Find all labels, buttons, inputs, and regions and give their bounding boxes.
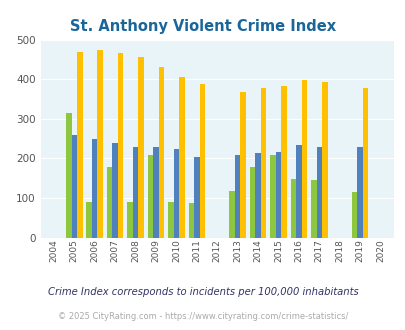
Bar [301, 80, 307, 238]
Bar [229, 191, 234, 238]
Bar [147, 155, 153, 238]
Bar [234, 155, 240, 238]
Bar [66, 113, 71, 238]
Bar [86, 202, 92, 238]
Bar [92, 139, 97, 238]
Bar [270, 155, 275, 238]
Bar [260, 88, 266, 238]
Bar [295, 145, 301, 238]
Bar [71, 135, 77, 238]
Bar [138, 57, 143, 238]
Bar [310, 180, 316, 238]
Bar [249, 167, 255, 238]
Text: © 2025 CityRating.com - https://www.cityrating.com/crime-statistics/: © 2025 CityRating.com - https://www.city… [58, 312, 347, 321]
Bar [321, 82, 327, 238]
Bar [356, 147, 362, 238]
Bar [240, 92, 245, 238]
Bar [97, 50, 103, 238]
Bar [132, 147, 138, 238]
Bar [107, 167, 112, 238]
Bar [199, 84, 205, 238]
Bar [188, 203, 194, 238]
Bar [158, 67, 164, 238]
Bar [362, 87, 367, 238]
Text: St. Anthony Violent Crime Index: St. Anthony Violent Crime Index [70, 19, 335, 34]
Bar [194, 157, 199, 238]
Bar [275, 152, 281, 238]
Bar [281, 86, 286, 238]
Bar [77, 52, 82, 238]
Bar [351, 192, 356, 238]
Bar [112, 143, 117, 238]
Bar [127, 202, 132, 238]
Bar [173, 148, 179, 238]
Text: Crime Index corresponds to incidents per 100,000 inhabitants: Crime Index corresponds to incidents per… [47, 287, 358, 297]
Bar [255, 153, 260, 238]
Bar [153, 147, 158, 238]
Bar [179, 77, 184, 238]
Bar [290, 179, 295, 238]
Bar [117, 53, 123, 238]
Bar [316, 147, 321, 238]
Bar [168, 202, 173, 238]
